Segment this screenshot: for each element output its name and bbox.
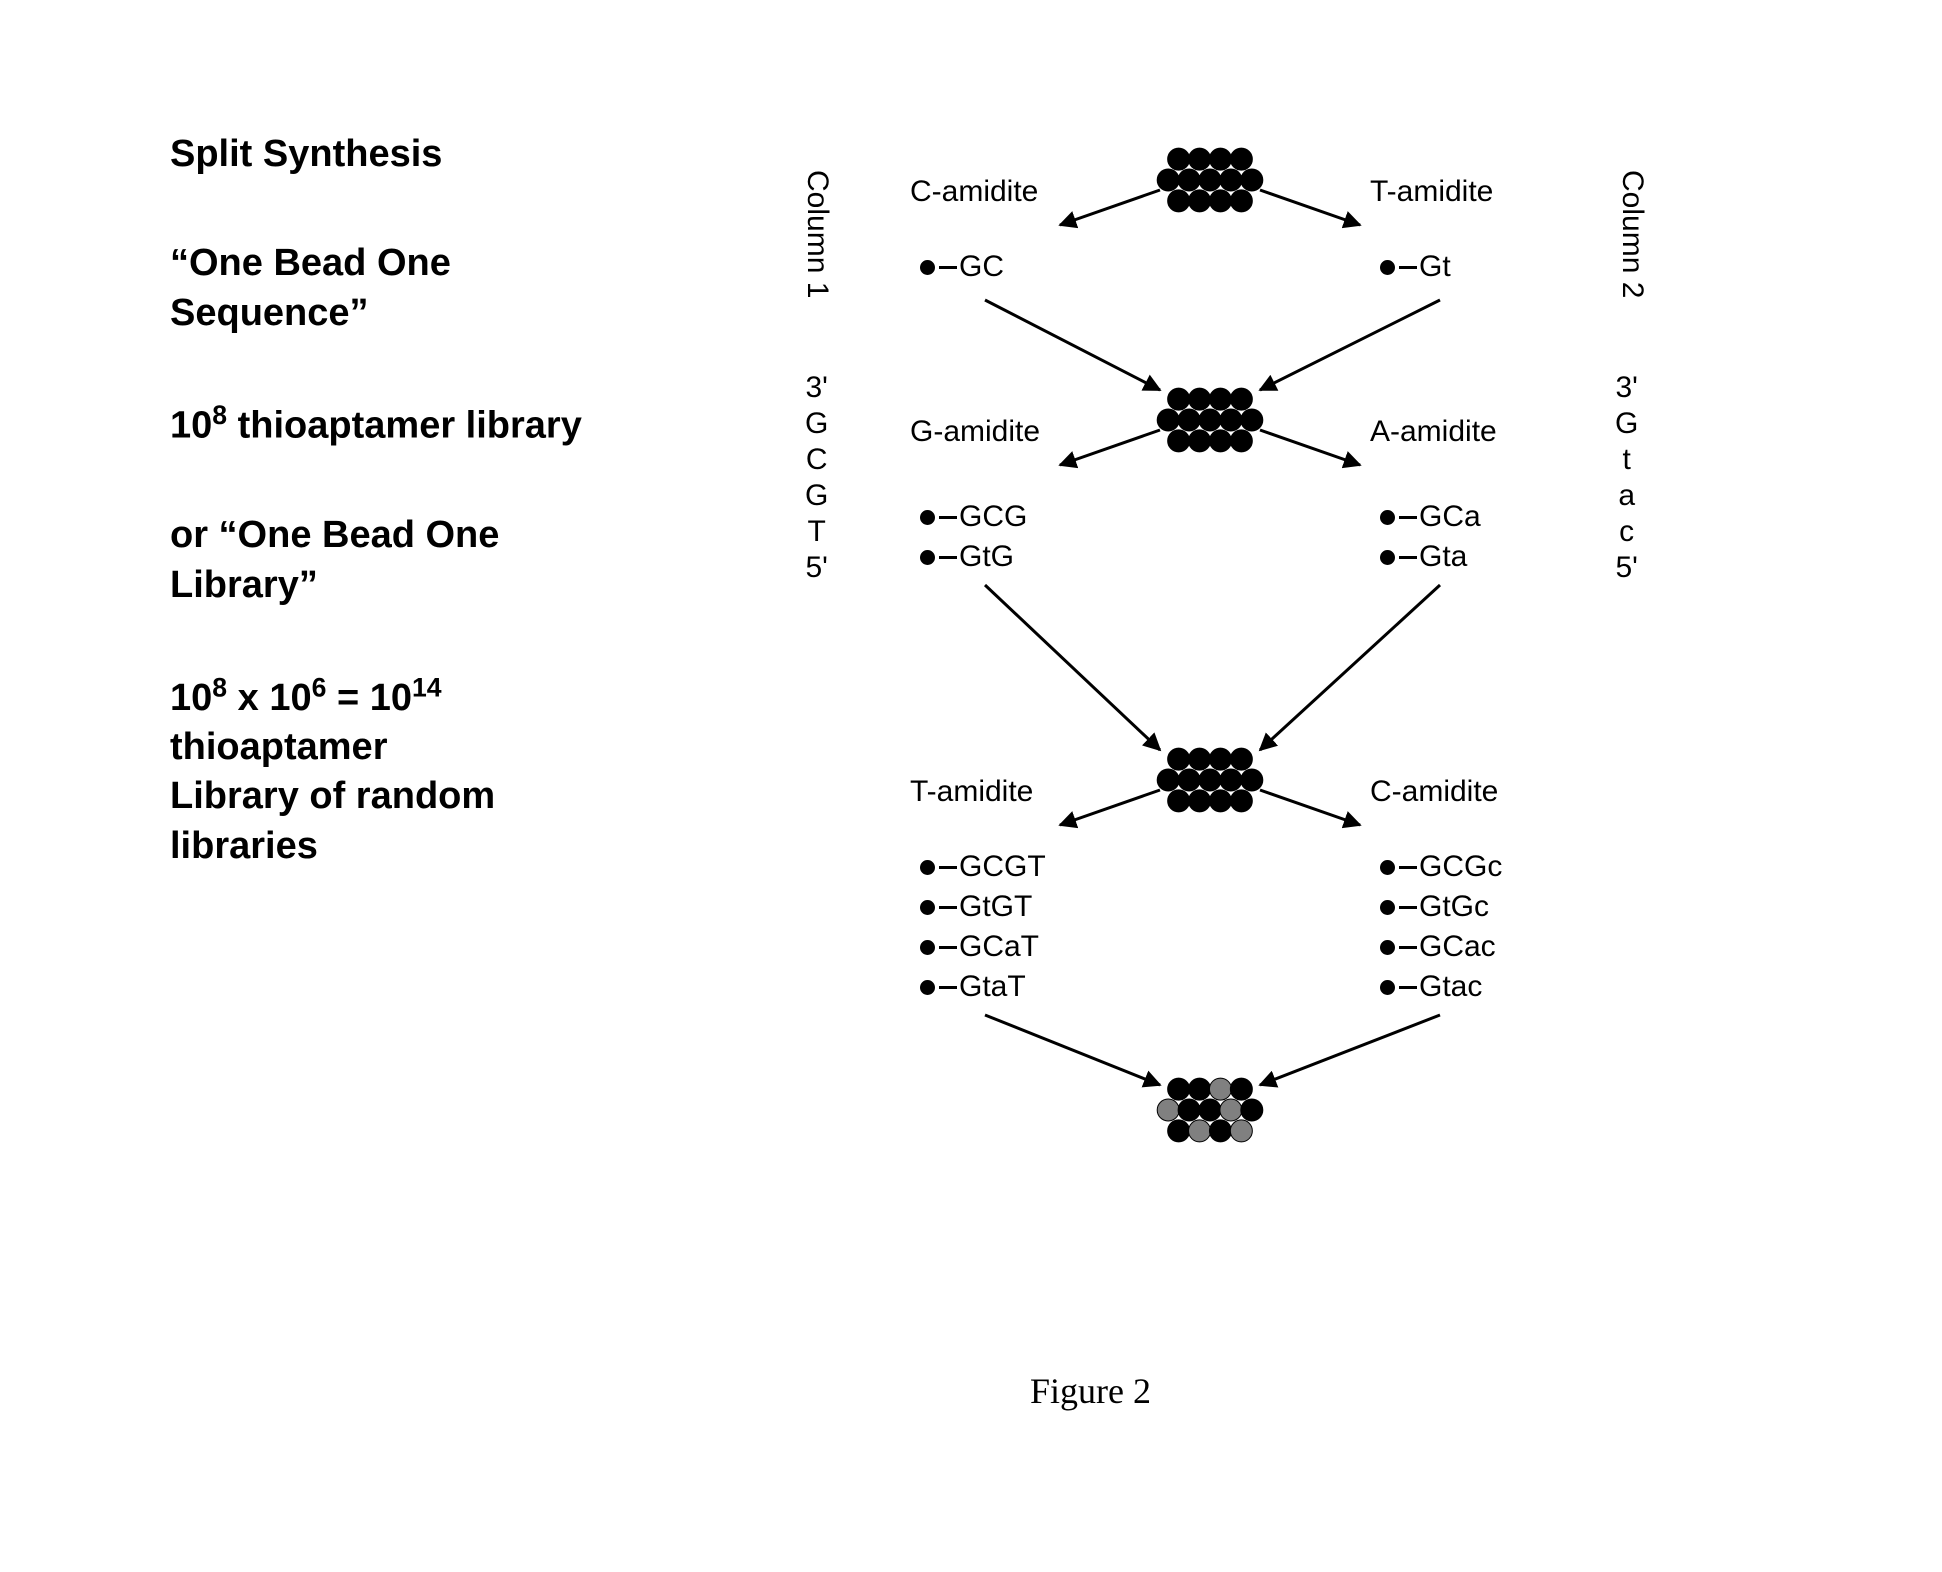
bead-sequence-label: GCGc [1380,850,1502,884]
diagram-svg [760,130,1660,1280]
bead-sequence-label: GtaT [920,970,1026,1004]
library-of-libraries: 108 x 106 = 1014 thioaptamer Library of … [170,670,790,871]
bead-sequence-label: GCGT [920,850,1046,884]
bead-sequence-label: Gt [1380,250,1451,284]
line5c: Library of random [170,775,495,817]
one-bead-one-sequence: “One Bead One Sequence” [170,239,790,338]
bead-sequence-label: Gta [1380,540,1467,574]
bead-sequence-label: GCG [920,500,1027,534]
line5d: libraries [170,825,318,867]
sequence-column: 3'Gtac5' [1615,370,1638,586]
page: Split Synthesis “One Bead One Sequence” … [0,0,1942,1572]
bead-sequence-label: GtG [920,540,1014,574]
amidite-label: G-amidite [910,415,1040,449]
column-label: Column 1 [800,170,834,298]
bead-sequence-label: Gtac [1380,970,1482,1004]
amidite-label: T-amidite [910,775,1033,809]
bead-sequence-label: GtGT [920,890,1032,924]
split-synthesis-diagram: C-amidite T-amidite G-amidite A-amidite T-am… [760,130,1660,1280]
line5a: 108 x 106 = 1014 [170,677,442,719]
line2a: “One Bead One [170,242,451,284]
bead-sequence-label: GCac [1380,930,1496,964]
bead-sequence-label: GC [920,250,1004,284]
amidite-label: T-amidite [1370,175,1493,209]
library-10-8: 108 thioaptamer library [170,398,790,451]
one-bead-one-library: or “One Bead One Library” [170,511,790,610]
bead-sequence-label: GtGc [1380,890,1489,924]
title: Split Synthesis [170,130,790,179]
sequence-column: 3'GCGT5' [805,370,828,586]
line4b: Library” [170,564,318,606]
amidite-label: A-amidite [1370,415,1497,449]
amidite-label: C-amidite [1370,775,1498,809]
amidite-label: C-amidite [910,175,1038,209]
column-label: Column 2 [1615,170,1649,298]
left-text-column: Split Synthesis “One Bead One Sequence” … [170,130,790,931]
line5b: thioaptamer [170,726,387,768]
line4a: or “One Bead One [170,514,499,556]
figure-caption: Figure 2 [1030,1370,1151,1412]
bead-sequence-label: GCa [1380,500,1481,534]
line2b: Sequence” [170,292,369,334]
bead-sequence-label: GCaT [920,930,1039,964]
